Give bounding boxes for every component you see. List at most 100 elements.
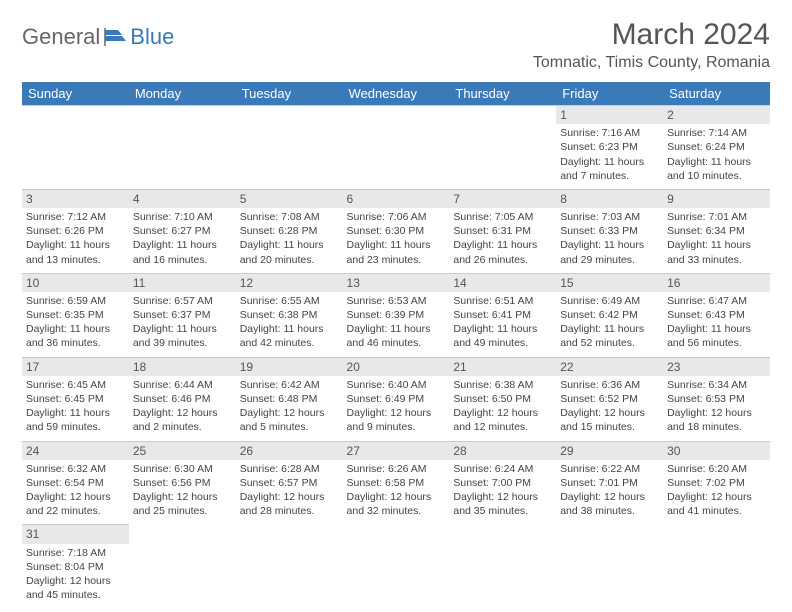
day-number: 17: [22, 358, 129, 376]
day-number: 2: [663, 106, 770, 124]
calendar-cell: 7 Sunrise: 7:05 AMSunset: 6:31 PMDaylight…: [449, 189, 556, 273]
calendar-cell: [449, 106, 556, 190]
day-number: 5: [236, 190, 343, 208]
day-number: 25: [129, 442, 236, 460]
day-details: Sunrise: 6:20 AMSunset: 7:02 PMDaylight:…: [667, 462, 766, 519]
day-details: Sunrise: 6:45 AMSunset: 6:45 PMDaylight:…: [26, 378, 125, 435]
day-details: Sunrise: 6:40 AMSunset: 6:49 PMDaylight:…: [347, 378, 446, 435]
day-details: Sunrise: 7:14 AMSunset: 6:24 PMDaylight:…: [667, 126, 766, 183]
day-details: Sunrise: 7:18 AMSunset: 8:04 PMDaylight:…: [26, 546, 125, 603]
day-details: Sunrise: 6:36 AMSunset: 6:52 PMDaylight:…: [560, 378, 659, 435]
day-number: 24: [22, 442, 129, 460]
calendar-cell: 28 Sunrise: 6:24 AMSunset: 7:00 PMDayligh…: [449, 441, 556, 525]
calendar-cell: 24 Sunrise: 6:32 AMSunset: 6:54 PMDayligh…: [22, 441, 129, 525]
day-details: Sunrise: 7:12 AMSunset: 6:26 PMDaylight:…: [26, 210, 125, 267]
day-details: Sunrise: 7:06 AMSunset: 6:30 PMDaylight:…: [347, 210, 446, 267]
day-number: 27: [343, 442, 450, 460]
day-details: Sunrise: 6:38 AMSunset: 6:50 PMDaylight:…: [453, 378, 552, 435]
day-details: Sunrise: 6:57 AMSunset: 6:37 PMDaylight:…: [133, 294, 232, 351]
day-number: 6: [343, 190, 450, 208]
logo-word1: General: [22, 24, 100, 50]
day-number: 22: [556, 358, 663, 376]
calendar-cell: 13 Sunrise: 6:53 AMSunset: 6:39 PMDayligh…: [343, 273, 450, 357]
day-number: 31: [22, 525, 129, 543]
calendar-cell: 26Sunrise: 6:28 AMSunset: 6:57 PMDayligh…: [236, 441, 343, 525]
calendar-cell: [343, 525, 450, 608]
calendar-cell: 12 Sunrise: 6:55 AMSunset: 6:38 PMDayligh…: [236, 273, 343, 357]
day-details: Sunrise: 6:32 AMSunset: 6:54 PMDaylight:…: [26, 462, 125, 519]
calendar-cell: 14Sunrise: 6:51 AMSunset: 6:41 PMDayligh…: [449, 273, 556, 357]
day-number: 16: [663, 274, 770, 292]
calendar-cell: [663, 525, 770, 608]
day-number: 21: [449, 358, 556, 376]
day-number: 13: [343, 274, 450, 292]
weekday-header: Tuesday: [236, 82, 343, 106]
day-details: Sunrise: 7:16 AMSunset: 6:23 PMDaylight:…: [560, 126, 659, 183]
day-details: Sunrise: 7:10 AMSunset: 6:27 PMDaylight:…: [133, 210, 232, 267]
day-number: 18: [129, 358, 236, 376]
calendar-table: SundayMondayTuesdayWednesdayThursdayFrid…: [22, 82, 770, 608]
day-number: 28: [449, 442, 556, 460]
calendar-cell: 1 Sunrise: 7:16 AMSunset: 6:23 PMDaylight…: [556, 106, 663, 190]
location: Tomnatic, Timis County, Romania: [533, 54, 770, 72]
day-number: 8: [556, 190, 663, 208]
header: General Blue March 2024 Tomnatic, Timis …: [22, 18, 770, 72]
calendar-cell: [449, 525, 556, 608]
day-number: 15: [556, 274, 663, 292]
calendar-cell: 22 Sunrise: 6:36 AMSunset: 6:52 PMDayligh…: [556, 357, 663, 441]
day-number: 3: [22, 190, 129, 208]
calendar-cell: 20Sunrise: 6:40 AMSunset: 6:49 PMDayligh…: [343, 357, 450, 441]
day-details: Sunrise: 6:42 AMSunset: 6:48 PMDaylight:…: [240, 378, 339, 435]
day-number: 23: [663, 358, 770, 376]
calendar-cell: 11 Sunrise: 6:57 AMSunset: 6:37 PMDayligh…: [129, 273, 236, 357]
calendar-cell: [556, 525, 663, 608]
calendar-cell: 21 Sunrise: 6:38 AMSunset: 6:50 PMDayligh…: [449, 357, 556, 441]
day-details: Sunrise: 6:26 AMSunset: 6:58 PMDaylight:…: [347, 462, 446, 519]
calendar-cell: 16 Sunrise: 6:47 AMSunset: 6:43 PMDayligh…: [663, 273, 770, 357]
logo: General Blue: [22, 24, 174, 50]
calendar-cell: 25Sunrise: 6:30 AMSunset: 6:56 PMDayligh…: [129, 441, 236, 525]
day-details: Sunrise: 7:05 AMSunset: 6:31 PMDaylight:…: [453, 210, 552, 267]
day-details: Sunrise: 6:22 AMSunset: 7:01 PMDaylight:…: [560, 462, 659, 519]
day-details: Sunrise: 6:47 AMSunset: 6:43 PMDaylight:…: [667, 294, 766, 351]
day-number: 29: [556, 442, 663, 460]
weekday-header: Thursday: [449, 82, 556, 106]
day-number: 19: [236, 358, 343, 376]
day-details: Sunrise: 7:08 AMSunset: 6:28 PMDaylight:…: [240, 210, 339, 267]
month-title: March 2024: [533, 18, 770, 52]
calendar-cell: [343, 106, 450, 190]
calendar-cell: [236, 525, 343, 608]
calendar-cell: [22, 106, 129, 190]
weekday-header: Monday: [129, 82, 236, 106]
day-details: Sunrise: 7:01 AMSunset: 6:34 PMDaylight:…: [667, 210, 766, 267]
day-number: 7: [449, 190, 556, 208]
day-number: 26: [236, 442, 343, 460]
day-number: 11: [129, 274, 236, 292]
day-details: Sunrise: 6:55 AMSunset: 6:38 PMDaylight:…: [240, 294, 339, 351]
calendar-cell: 31 Sunrise: 7:18 AMSunset: 8:04 PMDayligh…: [22, 525, 129, 608]
day-number: 4: [129, 190, 236, 208]
calendar-cell: 18Sunrise: 6:44 AMSunset: 6:46 PMDayligh…: [129, 357, 236, 441]
day-details: Sunrise: 6:24 AMSunset: 7:00 PMDaylight:…: [453, 462, 552, 519]
calendar-cell: 17 Sunrise: 6:45 AMSunset: 6:45 PMDayligh…: [22, 357, 129, 441]
day-details: Sunrise: 6:53 AMSunset: 6:39 PMDaylight:…: [347, 294, 446, 351]
calendar-cell: [129, 106, 236, 190]
calendar-cell: 19 Sunrise: 6:42 AMSunset: 6:48 PMDayligh…: [236, 357, 343, 441]
day-number: 12: [236, 274, 343, 292]
calendar-cell: 29 Sunrise: 6:22 AMSunset: 7:01 PMDayligh…: [556, 441, 663, 525]
weekday-header: Friday: [556, 82, 663, 106]
calendar-cell: 23 Sunrise: 6:34 AMSunset: 6:53 PMDayligh…: [663, 357, 770, 441]
calendar-cell: 3 Sunrise: 7:12 AMSunset: 6:26 PMDaylight…: [22, 189, 129, 273]
day-details: Sunrise: 6:34 AMSunset: 6:53 PMDaylight:…: [667, 378, 766, 435]
calendar-cell: 27 Sunrise: 6:26 AMSunset: 6:58 PMDayligh…: [343, 441, 450, 525]
calendar-cell: [236, 106, 343, 190]
calendar-cell: 15Sunrise: 6:49 AMSunset: 6:42 PMDayligh…: [556, 273, 663, 357]
calendar-cell: 10Sunrise: 6:59 AMSunset: 6:35 PMDayligh…: [22, 273, 129, 357]
calendar-cell: 2 Sunrise: 7:14 AMSunset: 6:24 PMDaylight…: [663, 106, 770, 190]
calendar-cell: 30Sunrise: 6:20 AMSunset: 7:02 PMDayligh…: [663, 441, 770, 525]
title-block: March 2024 Tomnatic, Timis County, Roman…: [533, 18, 770, 72]
day-number: 1: [556, 106, 663, 124]
calendar-cell: 9Sunrise: 7:01 AMSunset: 6:34 PMDaylight…: [663, 189, 770, 273]
calendar-cell: 4 Sunrise: 7:10 AMSunset: 6:27 PMDaylight…: [129, 189, 236, 273]
calendar-cell: 6 Sunrise: 7:06 AMSunset: 6:30 PMDaylight…: [343, 189, 450, 273]
